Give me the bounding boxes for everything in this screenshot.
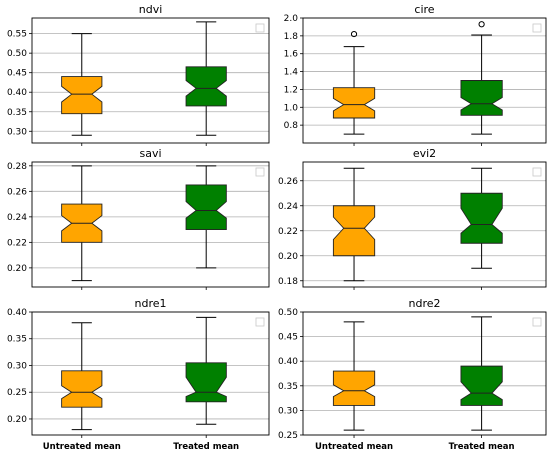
y-tick-label: 0.40	[278, 357, 298, 367]
y-tick-label: 0.30	[278, 406, 298, 416]
y-tick-label: 0.35	[278, 382, 298, 392]
y-tick-label: 0.8	[284, 121, 299, 131]
axes-frame	[302, 17, 547, 144]
y-tick-label: 0.24	[278, 202, 298, 212]
y-tick-label: 1.4	[284, 68, 299, 78]
notched-box	[185, 184, 227, 231]
y-tick-label: 0.30	[7, 361, 27, 371]
y-tick-label: 1.0	[284, 103, 299, 113]
box-treated	[460, 167, 503, 269]
subplot-2: 0.20 0.22 0.24 0.26 0.28 savi	[7, 147, 270, 290]
x-category-label: Treated mean	[449, 442, 515, 452]
subplot-title: savi	[139, 147, 161, 160]
y-tick-label: 0.22	[278, 227, 298, 237]
y-tick-label: 0.25	[278, 431, 298, 441]
x-category-label: Treated mean	[173, 442, 239, 452]
y-tick-label: 0.20	[278, 252, 298, 262]
axes-frame	[31, 17, 270, 144]
y-tick-label: 0.55	[7, 30, 27, 40]
y-tick-label: 1.8	[284, 32, 299, 42]
legend-box	[532, 23, 542, 33]
legend-box	[255, 23, 265, 33]
notched-box	[185, 66, 227, 107]
y-tick-label: 1.6	[284, 50, 299, 60]
box-untreated	[332, 321, 376, 431]
subplot-0: 0.30 0.35 0.40 0.45 0.50 0.55 ndvi	[7, 3, 270, 146]
y-tick-label: 0.45	[278, 333, 298, 343]
x-category-label: Untreated mean	[43, 442, 121, 452]
subplot-title: evi2	[413, 147, 436, 160]
subplot-title: ndre2	[408, 297, 440, 310]
legend-box	[532, 167, 542, 177]
y-tick-label: 0.28	[7, 162, 27, 172]
y-tick-label: 1.2	[284, 85, 298, 95]
legend-box	[255, 167, 265, 177]
box-untreated	[332, 167, 376, 282]
y-tick-label: 0.35	[7, 108, 27, 118]
subplot-3: 0.18 0.20 0.22 0.24 0.26 evi2	[278, 147, 547, 290]
y-tick-label: 0.25	[7, 388, 27, 398]
box-untreated	[61, 322, 103, 431]
outlier-point	[478, 21, 485, 28]
box-treated	[185, 316, 227, 425]
y-tick-label: 0.18	[278, 277, 298, 287]
subplot-1: 0.8 1.0 1.2 1.4 1.6 1.8 2.0 cire	[284, 3, 547, 146]
y-tick-label: 0.35	[7, 335, 27, 345]
y-tick-label: 0.26	[7, 187, 27, 197]
notched-box	[61, 370, 103, 408]
y-tick-label: 0.24	[7, 213, 27, 223]
notched-box	[332, 87, 376, 119]
notched-box	[332, 205, 376, 257]
notched-box	[460, 80, 503, 116]
box-untreated	[61, 33, 103, 136]
y-tick-label: 2.0	[284, 14, 299, 24]
y-tick-label: 0.40	[7, 308, 27, 318]
notched-box	[332, 370, 376, 406]
axes-frame	[31, 311, 270, 436]
box-treated	[185, 165, 227, 269]
axes-frame	[302, 161, 547, 288]
box-untreated	[332, 30, 376, 135]
legend-box	[532, 317, 542, 327]
subplot-title: ndvi	[139, 3, 163, 16]
x-category-label: Untreated mean	[315, 442, 393, 452]
y-tick-label: 0.22	[7, 238, 27, 248]
subplot-5: 0.25 0.30 0.35 0.40 0.45 0.50 ndre2 Untreated m…	[278, 297, 547, 452]
notched-box	[61, 76, 103, 115]
box-untreated	[61, 165, 103, 282]
notched-box	[185, 362, 227, 403]
outlier-point	[350, 30, 358, 38]
box-treated	[185, 21, 227, 136]
subplot-title: ndre1	[134, 297, 166, 310]
y-tick-label: 0.50	[278, 308, 298, 318]
box-treated	[460, 316, 503, 431]
legend-box	[255, 317, 265, 327]
y-tick-label: 0.20	[7, 264, 27, 274]
y-tick-label: 0.26	[278, 177, 298, 187]
subplot-title: cire	[414, 3, 434, 16]
subplot-4: 0.20 0.25 0.30 0.35 0.40 ndre1 Untreated mean T…	[7, 297, 270, 452]
y-tick-label: 0.45	[7, 69, 27, 79]
y-tick-label: 0.50	[7, 49, 27, 59]
y-tick-label: 0.20	[7, 415, 27, 425]
axes-frame	[302, 311, 547, 436]
notched-box	[460, 365, 503, 406]
y-tick-label: 0.40	[7, 88, 27, 98]
notched-box	[460, 192, 503, 244]
box-treated	[460, 21, 503, 135]
y-tick-label: 0.30	[7, 127, 27, 137]
axes-frame	[31, 161, 270, 288]
